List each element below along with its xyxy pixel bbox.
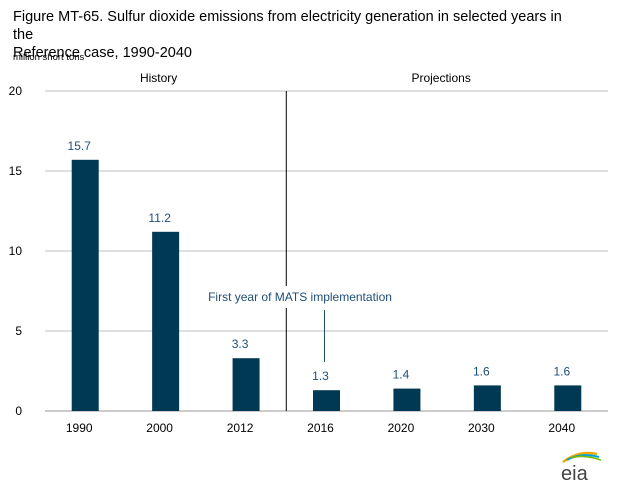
bar-2030 bbox=[473, 385, 501, 411]
x-tick-label: 1990 bbox=[66, 421, 93, 435]
bars bbox=[71, 159, 582, 411]
bar-2040 bbox=[554, 385, 582, 411]
x-tick-label: 2000 bbox=[146, 421, 173, 435]
bar-2012 bbox=[232, 358, 260, 411]
y-axis-ticks: 0 5 10 15 20 bbox=[9, 84, 23, 418]
chart-title-line-2: Reference case, 1990-2040 bbox=[13, 45, 192, 61]
y-tick-label: 10 bbox=[9, 244, 23, 258]
x-tick-label: 2012 bbox=[227, 421, 254, 435]
y-tick-label: 15 bbox=[9, 164, 23, 178]
y-tick-label: 20 bbox=[9, 84, 23, 98]
y-tick-label: 0 bbox=[15, 404, 22, 418]
bar-2000 bbox=[152, 231, 180, 411]
section-label-projections: Projections bbox=[411, 71, 470, 85]
x-tick-label: 2030 bbox=[468, 421, 495, 435]
annotation-text: First year of MATS implementation bbox=[208, 290, 392, 304]
bar-2020 bbox=[393, 388, 421, 411]
x-tick-label: 2020 bbox=[388, 421, 415, 435]
eia-logo-text: eia bbox=[561, 463, 589, 484]
bar-2016 bbox=[313, 390, 340, 411]
bar-1990 bbox=[71, 159, 99, 411]
data-label: 1.3 bbox=[312, 369, 329, 383]
data-label: 1.6 bbox=[553, 364, 570, 378]
y-axis-units: million short tons bbox=[13, 52, 85, 63]
section-label-history: History bbox=[140, 71, 177, 85]
section-labels: History Projections bbox=[140, 71, 471, 85]
data-label: 11.2 bbox=[148, 211, 171, 225]
data-labels: 15.7 11.2 3.3 1.3 1.4 1.6 1.6 bbox=[68, 139, 571, 383]
chart-title: Figure MT-65. Sulfur dioxide emissions f… bbox=[13, 8, 573, 62]
annotation: First year of MATS implementation bbox=[208, 286, 392, 362]
eia-logo: eia bbox=[561, 451, 602, 484]
data-label: 1.4 bbox=[393, 368, 410, 382]
annotation-background bbox=[208, 286, 392, 308]
x-tick-label: 2016 bbox=[307, 421, 334, 435]
x-tick-label: 2040 bbox=[548, 421, 575, 435]
data-label: 3.3 bbox=[232, 337, 249, 351]
data-label: 1.6 bbox=[473, 364, 490, 378]
data-label: 15.7 bbox=[68, 139, 92, 153]
chart-title-line-1: Figure MT-65. Sulfur dioxide emissions f… bbox=[13, 9, 562, 43]
gridlines bbox=[45, 90, 608, 412]
y-tick-label: 5 bbox=[15, 324, 22, 338]
x-axis-ticks: 1990 2000 2012 2016 2020 2030 2040 bbox=[66, 421, 576, 435]
